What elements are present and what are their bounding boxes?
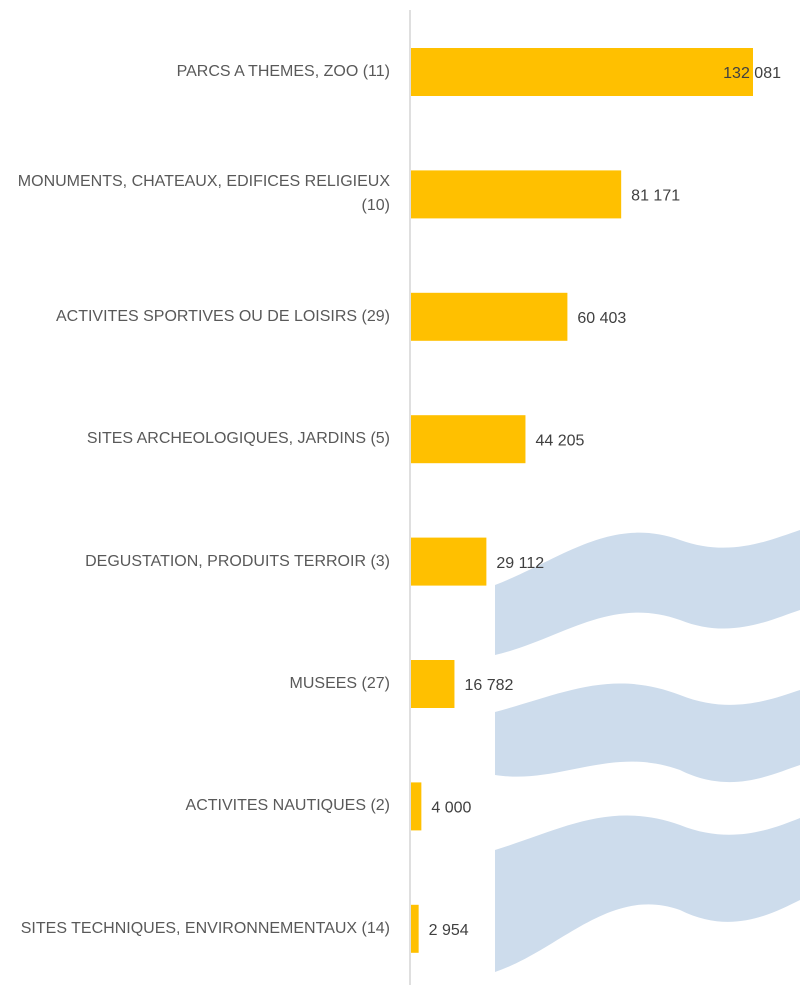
wave: [495, 530, 800, 655]
bar: [411, 660, 455, 708]
bar: [411, 904, 419, 953]
value-label: 16 782: [464, 677, 513, 694]
bar: [411, 537, 487, 586]
category-label: MONUMENTS, CHATEAUX, EDIFICES RELIGIEUX …: [17, 173, 390, 215]
decoration: [495, 530, 800, 972]
value-label: 2 954: [429, 922, 469, 939]
bar: [411, 415, 526, 464]
value-label: 29 112: [496, 555, 544, 572]
bar: [411, 292, 568, 341]
bar: [411, 170, 622, 219]
category-label: SITES ARCHEOLOGIQUES, JARDINS (5): [86, 430, 390, 448]
category-label: ACTIVITES SPORTIVES OU DE LOISIRS (29): [55, 307, 390, 325]
category-label: SITES TECHNIQUES, ENVIRONNEMENTAUX (14): [20, 919, 390, 937]
bar: [411, 48, 753, 96]
wave: [495, 683, 800, 783]
bar: [411, 782, 422, 831]
category-label: ACTIVITES NAUTIQUES (2): [185, 797, 390, 815]
category-label: PARCS A THEMES, ZOO (11): [176, 63, 390, 80]
value-label: 44 205: [535, 432, 584, 449]
value-label: 81 171: [631, 188, 680, 205]
category-label: DEGUSTATION, PRODUITS TERROIR (3): [85, 552, 390, 570]
value-label: 60 403: [577, 310, 626, 327]
wave: [495, 815, 800, 972]
category-label: MUSEES (27): [289, 675, 390, 692]
value-label: 132 081: [723, 65, 781, 82]
value-label: 4 000: [431, 800, 471, 817]
